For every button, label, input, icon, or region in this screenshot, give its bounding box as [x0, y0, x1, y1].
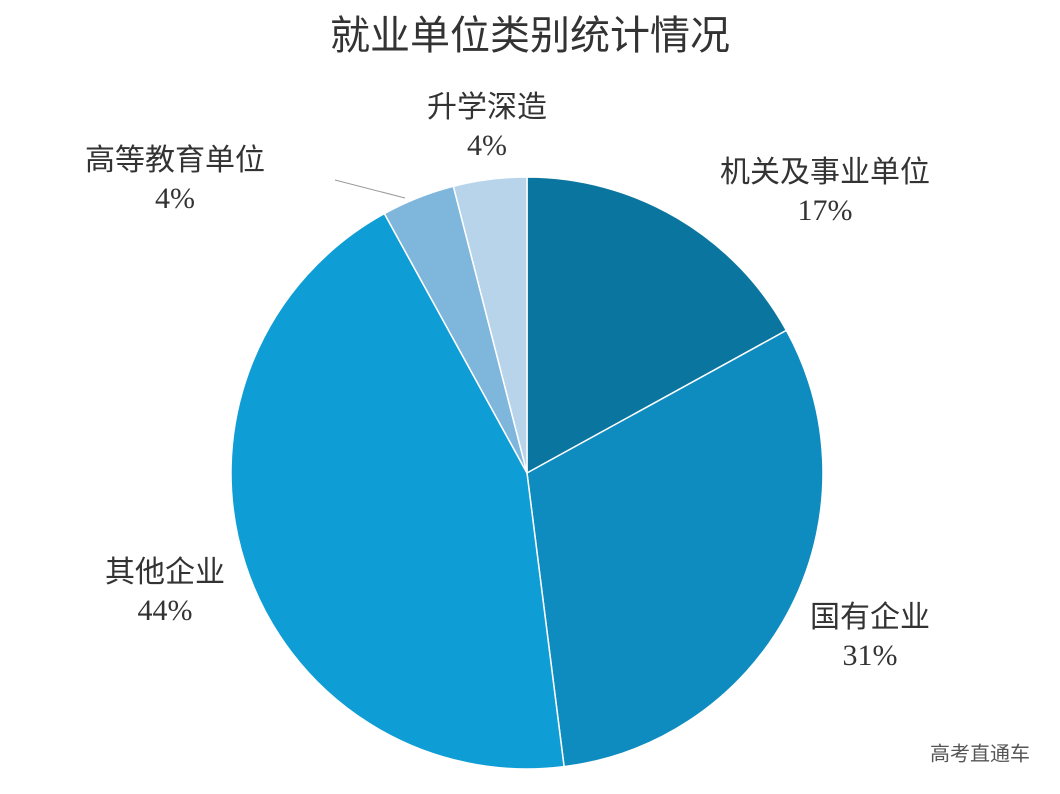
- pie-slice: [526, 176, 788, 475]
- watermark: 高考直通车: [930, 742, 1030, 766]
- slice-label: 国有企业: [810, 601, 930, 634]
- slice-label: 其他企业: [105, 556, 225, 589]
- value-label: 4%: [155, 182, 195, 215]
- slice-label: 高等教育单位: [85, 144, 265, 177]
- value-label: 31%: [843, 639, 898, 672]
- value-label: 17%: [798, 194, 853, 227]
- slice-label: 升学深造: [427, 91, 547, 124]
- pie-slice: [230, 212, 565, 770]
- pie-slice: [526, 329, 824, 768]
- slice-label: 机关及事业单位: [720, 156, 930, 189]
- value-label: 44%: [138, 594, 193, 627]
- chart-title: 就业单位类别统计情况: [330, 13, 730, 58]
- pie-slice: [452, 176, 528, 474]
- value-label: 4%: [467, 129, 507, 162]
- leader-line: [334, 179, 406, 199]
